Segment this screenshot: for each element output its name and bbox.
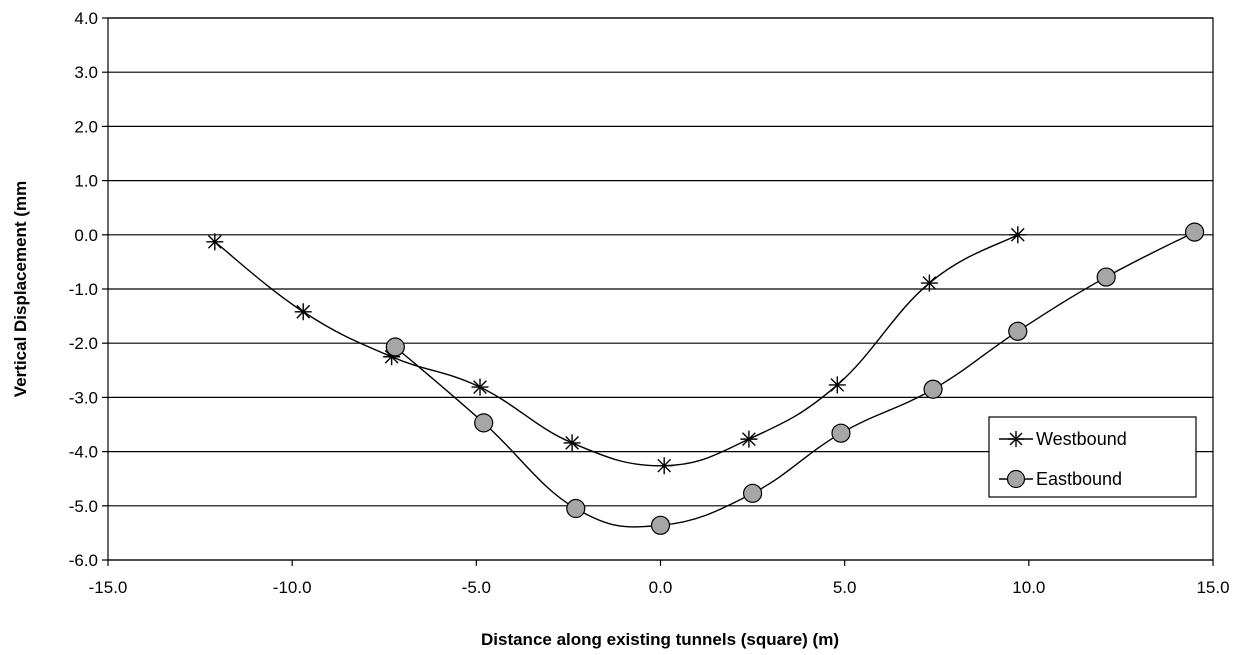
y-tick-label: 4.0 (74, 9, 98, 28)
x-tick-label: -10.0 (273, 578, 312, 597)
eastbound-point (1096, 267, 1116, 287)
x-tick-label: 5.0 (833, 578, 857, 597)
y-tick-label: -4.0 (69, 443, 98, 462)
legend-westbound-marker (1008, 431, 1024, 447)
y-tick-label: 0.0 (74, 226, 98, 245)
eastbound-point (1184, 222, 1205, 242)
x-tick-label: -15.0 (89, 578, 128, 597)
eastbound-point (385, 337, 405, 357)
y-axis-ticks: 4.0 3.0 2.0 1.0 0.0 -1.0 -2.0 -3.0 -4.0 -5.0 -6.0 (69, 9, 108, 570)
westbound-point (1009, 226, 1027, 244)
x-tick-label: 10.0 (1012, 578, 1045, 597)
legend-eastbound-label: Eastbound (1036, 469, 1122, 489)
y-tick-label: -5.0 (69, 497, 98, 516)
eastbound-line (394, 231, 1195, 528)
westbound-point (206, 233, 224, 251)
eastbound-point (650, 515, 671, 535)
x-tick-label: 15.0 (1196, 578, 1229, 597)
legend: Westbound Eastbound (988, 416, 1197, 498)
westbound-point (828, 376, 846, 394)
x-tick-label: -5.0 (462, 578, 491, 597)
x-axis-ticks: -15.0 -10.0 -5.0 0.0 5.0 10.0 15.0 (89, 560, 1230, 597)
eastbound-point (1008, 321, 1028, 341)
westbound-point (563, 434, 581, 452)
y-tick-label: -1.0 (69, 280, 98, 299)
eastbound-point (742, 483, 763, 503)
westbound-point (294, 303, 312, 321)
y-tick-label: 1.0 (74, 172, 98, 191)
eastbound-point (923, 379, 943, 399)
y-tick-label: 3.0 (74, 63, 98, 82)
y-axis-title: Vertical Displacement (mm (11, 181, 30, 397)
eastbound-point (566, 498, 586, 519)
y-tick-label: -6.0 (69, 551, 98, 570)
y-tick-label: -2.0 (69, 334, 98, 353)
y-tick-label: -3.0 (69, 388, 98, 407)
eastbound-point (831, 423, 851, 443)
westbound-line (214, 234, 1019, 467)
x-tick-label: 0.0 (649, 578, 673, 597)
westbound-point (920, 274, 938, 292)
y-tick-label: 2.0 (74, 117, 98, 136)
westbound-point (471, 378, 489, 396)
series-layer (206, 222, 1205, 535)
x-axis-title: Distance along existing tunnels (square)… (481, 630, 839, 649)
westbound-point (740, 430, 758, 448)
legend-westbound-label: Westbound (1036, 429, 1127, 449)
eastbound-point (474, 413, 494, 433)
legend-eastbound-marker (1006, 469, 1026, 489)
westbound-point (655, 457, 673, 475)
